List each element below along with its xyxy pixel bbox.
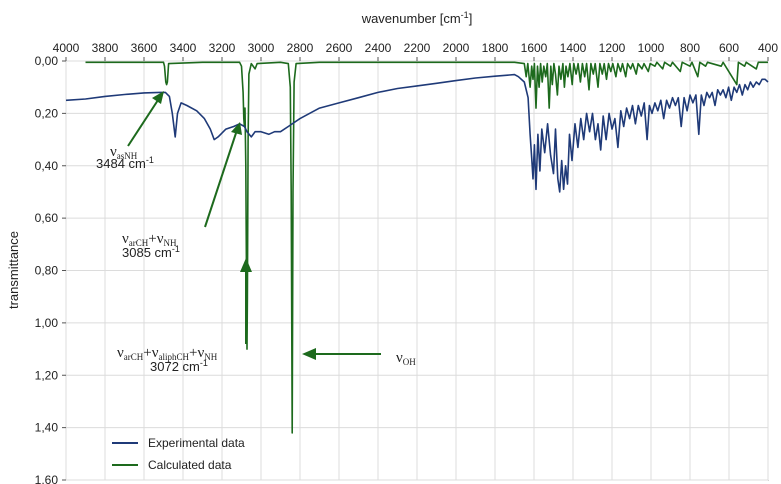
x-tick-label: 1000 [638, 41, 665, 55]
x-tick-label: 2200 [404, 41, 431, 55]
x-tick-label: 800 [680, 41, 700, 55]
x-tick-label: 2600 [326, 41, 353, 55]
annotation-arrowhead [240, 258, 252, 272]
y-tick-label: 0,20 [35, 106, 59, 120]
series-calculated-line [85, 61, 768, 434]
annotation-arch-nh-wavenumber: 3085 cm-1 [122, 244, 180, 260]
y-tick-label: 1,00 [35, 316, 59, 330]
x-tick-label: 3000 [248, 41, 275, 55]
annotation-arch-aliphch-nh-label: νarCH+νaliphCH+νNH [117, 345, 218, 362]
annotation-arch-aliphch-nh-wavenumber: 3072 cm-1 [150, 358, 208, 374]
annotation-arch-aliphch-nh: νarCH+νaliphCH+νNH 3072 cm-1 [117, 258, 252, 374]
x-tick-label: 600 [719, 41, 739, 55]
annotation-arch-nh-label: νarCH+νNH [122, 231, 177, 248]
y-tick-label: 1,60 [35, 473, 59, 484]
series-layer [65, 61, 769, 434]
annotation-oh-label: νOH [396, 350, 416, 367]
y-tick-label: 1,20 [35, 368, 59, 382]
x-tick-label: 1800 [482, 41, 509, 55]
x-tick-label: 4000 [53, 41, 80, 55]
x-tick-label: 3200 [209, 41, 236, 55]
annotation-oh: νOH [302, 348, 416, 367]
annotation-nh-stretch: νasNH 3484 cm-1 [96, 91, 164, 171]
y-tick-label: 0,00 [35, 54, 59, 68]
annotation-arrowhead [152, 91, 164, 104]
annotation-arrow [204, 129, 238, 228]
y-tick-label: 1,40 [35, 421, 59, 435]
grid-lines [65, 60, 769, 481]
x-tick-label: 3400 [170, 41, 197, 55]
annotation-arrowhead [231, 122, 242, 135]
y-tick-label: 0,40 [35, 159, 59, 173]
y-tick-label: 0,60 [35, 211, 59, 225]
x-tick-label: 2000 [443, 41, 470, 55]
x-tick-labels: 4000 3800 3600 3400 3200 3000 2800 2600 2400 2200… [53, 41, 778, 61]
legend-label-experimental: Experimental data [148, 436, 245, 450]
x-tick-label: 400 [758, 41, 778, 55]
y-tick-label: 0,80 [35, 264, 59, 278]
x-tick-label: 3800 [92, 41, 119, 55]
x-tick-label: 2800 [287, 41, 314, 55]
annotation-nh-label: νasNH [110, 144, 138, 161]
y-tick-labels: 0,00 0,20 0,40 0,60 0,80 1,00 1,20 1,40 1,60 [35, 54, 66, 484]
legend-label-calculated: Calculated data [148, 458, 232, 472]
legend: Experimental data Calculated data [112, 436, 245, 472]
x-tick-label: 3600 [131, 41, 158, 55]
x-tick-label: 1400 [560, 41, 587, 55]
y-axis-title: transmittance [6, 231, 21, 309]
x-axis-title: wavenumber [cm-1] [361, 10, 473, 26]
x-tick-label: 1200 [599, 41, 626, 55]
annotation-arrow [127, 96, 161, 147]
x-tick-label: 2400 [365, 41, 392, 55]
annotation-arch-nh: νarCH+νNH 3085 cm-1 [122, 122, 242, 260]
series-experimental-line [65, 73, 769, 193]
x-tick-label: 1600 [521, 41, 548, 55]
annotation-arrowhead [302, 348, 316, 360]
annotation-nh-wavenumber: 3484 cm-1 [96, 155, 154, 171]
